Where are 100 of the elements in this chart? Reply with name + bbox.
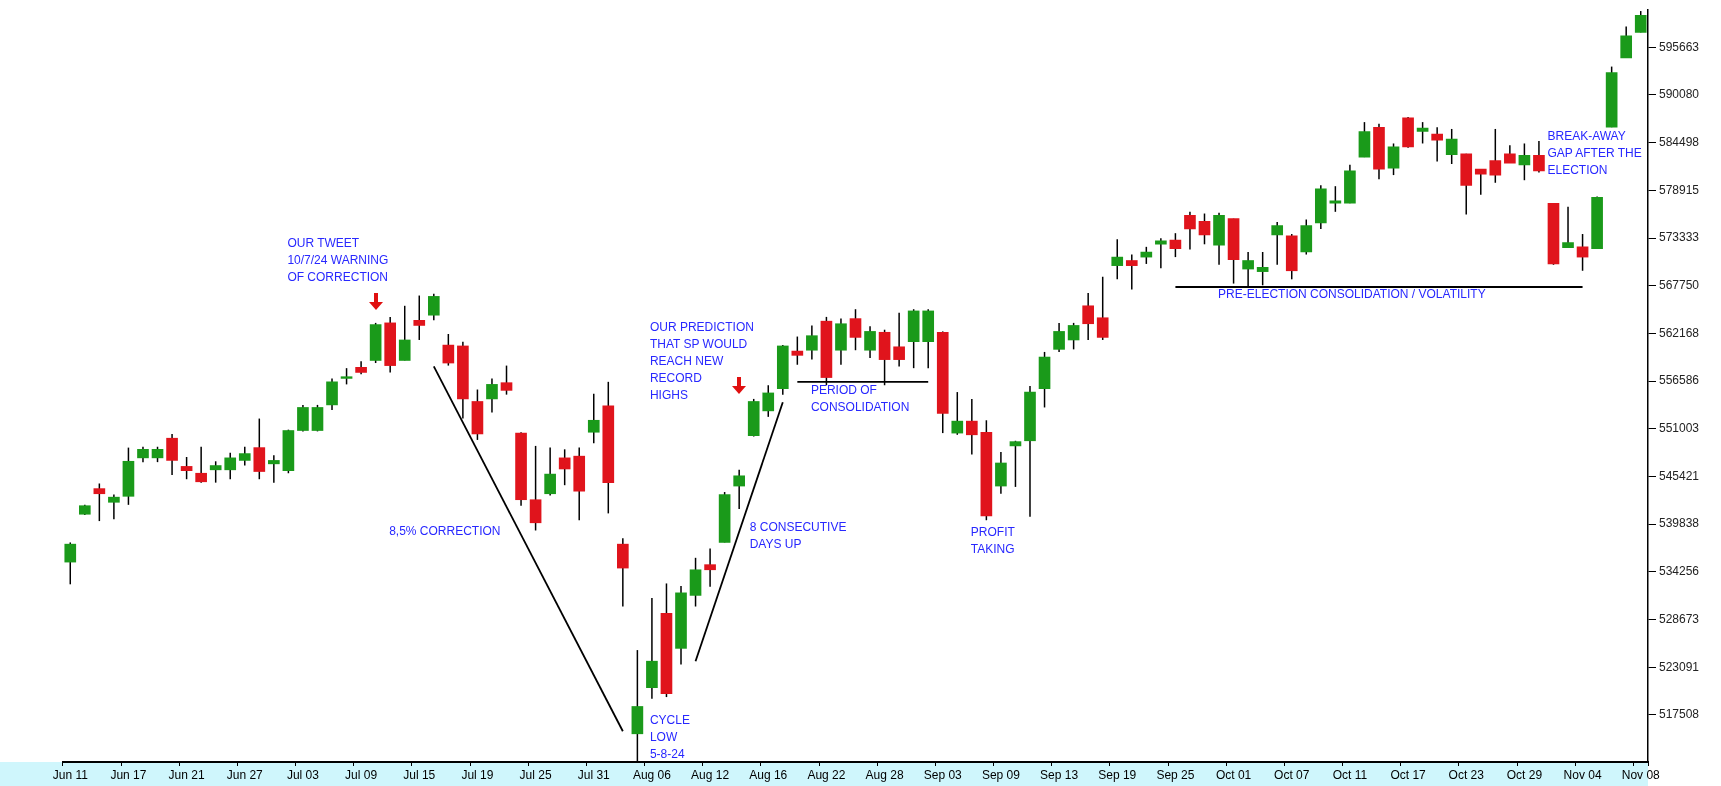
candlestick xyxy=(224,451,237,480)
y-tick-label: 551003 xyxy=(1659,421,1700,436)
y-tick-label: 534256 xyxy=(1659,564,1700,579)
candlestick xyxy=(1184,211,1196,251)
y-tick-label: 595663 xyxy=(1659,39,1700,54)
candlestick xyxy=(1416,121,1429,145)
y-tick-label: 584498 xyxy=(1659,134,1700,149)
y-tick-label: 567750 xyxy=(1659,278,1700,293)
candlestick xyxy=(398,305,411,362)
candlestick xyxy=(1271,221,1284,266)
y-tick-label: 545421 xyxy=(1659,468,1700,483)
x-tick-label: Sep 09 xyxy=(981,767,1021,782)
annotation: PRE-ELECTION CONSOLIDATION / VOLATILITY xyxy=(1218,286,1486,303)
x-tick-label: Jun 11 xyxy=(52,767,89,782)
x-tick-label: Nov 04 xyxy=(1563,767,1602,782)
y-tick-label: 578915 xyxy=(1659,182,1700,197)
candlestick xyxy=(93,482,106,522)
candlestick xyxy=(326,377,338,411)
x-tick-label: Jul 19 xyxy=(461,767,494,782)
candlestick xyxy=(1387,142,1400,176)
annotation: 8,5% CORRECTION xyxy=(389,523,501,540)
candlestick xyxy=(544,446,556,497)
candlestick xyxy=(806,324,818,361)
candlestick xyxy=(209,460,222,484)
x-tick-label: Jun 27 xyxy=(226,767,264,782)
candlestick xyxy=(1445,128,1458,165)
x-tick-label: Aug 12 xyxy=(691,767,730,782)
candlestick xyxy=(1067,322,1080,351)
candlestick xyxy=(1169,232,1182,258)
candlestick xyxy=(733,469,745,510)
x-tick-label: Nov 08 xyxy=(1621,767,1661,782)
candlestick xyxy=(195,446,207,484)
candlestick xyxy=(1053,322,1065,353)
x-tick-label: Oct 01 xyxy=(1215,767,1252,782)
annotation: OUR PREDICTION THAT SP WOULD REACH NEW RECORD HIGHS xyxy=(649,319,754,404)
x-tick-label: Oct 23 xyxy=(1448,767,1485,782)
x-tick-label: Jul 25 xyxy=(519,767,552,782)
x-tick-label: Sep 19 xyxy=(1098,767,1137,782)
candlestick xyxy=(1329,185,1342,213)
y-tick-label: 539838 xyxy=(1659,516,1700,531)
x-tick-label: Jul 09 xyxy=(345,767,378,782)
candlestick xyxy=(1009,440,1022,488)
x-tick-label: Aug 06 xyxy=(632,767,672,782)
x-tick-label: Oct 07 xyxy=(1274,767,1310,782)
x-tick-label: Jun 21 xyxy=(168,767,205,782)
candlestick xyxy=(166,433,178,476)
x-tick-label: Oct 11 xyxy=(1332,767,1368,782)
x-tick-label: Aug 16 xyxy=(749,767,788,782)
annotation: OUR TWEET 10/7/24 WARNING OF CORRECTION xyxy=(287,235,389,286)
y-tick-label: 523091 xyxy=(1659,659,1700,674)
y-tick-label: 573333 xyxy=(1659,230,1700,245)
candlestick xyxy=(1431,126,1443,163)
y-tick-label: 590080 xyxy=(1659,87,1700,102)
x-tick-label: Aug 28 xyxy=(865,767,904,782)
candlestick xyxy=(893,311,905,368)
candlestick xyxy=(951,391,964,436)
candlestick xyxy=(1155,237,1167,269)
x-tick-label: Sep 03 xyxy=(923,767,963,782)
candlestick xyxy=(500,364,513,396)
candlestick xyxy=(1198,212,1211,246)
x-tick-label: Jul 31 xyxy=(577,767,611,782)
candlestick xyxy=(1489,128,1502,184)
candlestick xyxy=(1562,205,1574,249)
candlestick xyxy=(995,451,1007,495)
candlestick xyxy=(587,393,600,445)
x-tick-label: Oct 29 xyxy=(1506,767,1543,782)
candlestick xyxy=(791,335,804,366)
candlestick xyxy=(108,493,120,521)
x-tick-label: Jul 15 xyxy=(403,767,436,782)
annotation: CYCLE LOW 5-8-24 xyxy=(649,712,690,763)
candlestick xyxy=(427,293,440,322)
candlestick xyxy=(1518,142,1531,181)
x-tick-label: Sep 25 xyxy=(1156,767,1195,782)
candlestick xyxy=(864,325,876,359)
candlestick xyxy=(704,547,716,588)
y-tick-label: 562168 xyxy=(1659,325,1700,340)
candlestick xyxy=(1082,292,1094,341)
y-tick-label: 517508 xyxy=(1659,707,1700,722)
x-tick-label: Jul 03 xyxy=(286,767,320,782)
x-tick-label: Jun 17 xyxy=(110,767,147,782)
candlestick xyxy=(762,384,775,418)
candlestick xyxy=(1125,253,1138,291)
candlestick xyxy=(1096,276,1109,341)
annotation: 8 CONSECUTIVE DAYS UP xyxy=(749,519,847,553)
candlestick xyxy=(442,333,455,367)
y-tick-label: 556586 xyxy=(1659,373,1700,388)
candlestick xyxy=(558,448,571,486)
candlestick xyxy=(1474,168,1487,196)
candlestick xyxy=(849,308,862,351)
annotation: PERIOD OF CONSOLIDATION xyxy=(810,382,910,416)
x-tick-label: Aug 22 xyxy=(807,767,846,782)
candlestick xyxy=(238,446,251,467)
x-tick-label: Sep 13 xyxy=(1040,767,1079,782)
x-tick-label: Oct 17 xyxy=(1390,767,1427,782)
y-tick-label: 528673 xyxy=(1659,611,1700,626)
candlestick xyxy=(966,398,978,456)
candlestick xyxy=(297,404,309,433)
candlestick xyxy=(1620,25,1633,59)
candlestick xyxy=(1111,238,1124,281)
candlestick xyxy=(486,377,498,414)
